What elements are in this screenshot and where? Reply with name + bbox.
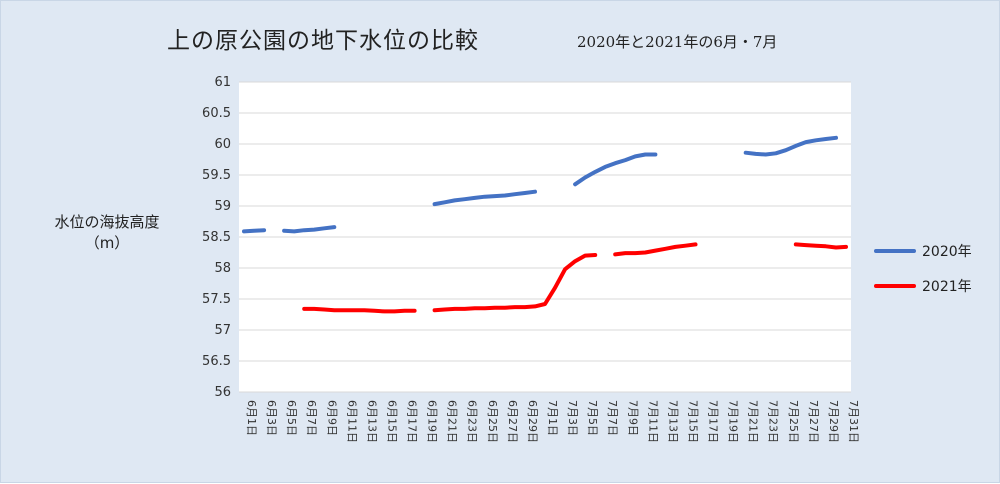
y-axis-label: 水位の海抜高度 （m）	[29, 212, 185, 254]
x-tick-label: 7月27日	[807, 400, 820, 443]
y-tick-label: 58.5	[202, 230, 231, 245]
legend-entry-2020: 2020年	[874, 241, 972, 261]
series-line-0-2	[432, 189, 537, 207]
x-tick-label: 6月7日	[305, 400, 318, 436]
x-tick-label: 6月21日	[446, 400, 459, 443]
series-line-1-2	[613, 242, 698, 257]
x-tick-label: 7月13日	[666, 400, 679, 443]
chart-subtitle: 2020年と2021年の6月・7月	[577, 33, 778, 51]
y-tick-label: 59	[214, 199, 231, 214]
y-axis-label-text: 水位の海抜高度	[54, 213, 160, 231]
x-tick-label: 7月5日	[586, 400, 599, 436]
x-tick-label: 7月17日	[707, 400, 720, 443]
series-line-0-4	[743, 135, 838, 157]
y-tick-label: 60.5	[202, 106, 231, 121]
x-tick-label: 7月1日	[546, 400, 559, 436]
legend-entry-2021: 2021年	[874, 276, 972, 296]
y-tick-label: 56	[214, 385, 231, 400]
y-tick-label: 56.5	[202, 354, 231, 369]
series-line-1-1	[432, 253, 598, 313]
y-tick-label: 57	[214, 323, 231, 338]
y-tick-label: 57.5	[202, 292, 231, 307]
x-tick-label: 6月13日	[365, 400, 378, 443]
series-line-1-0	[302, 306, 417, 314]
x-tick-label: 6月27日	[506, 400, 519, 443]
x-tick-label: 7月3日	[566, 400, 579, 436]
x-tick-label: 7月19日	[727, 400, 740, 443]
x-tick-label: 6月5日	[285, 400, 298, 436]
x-tick-label: 7月15日	[686, 400, 699, 443]
x-tick-label: 6月3日	[265, 400, 278, 436]
x-tick-label: 7月11日	[646, 400, 659, 443]
y-tick-label: 59.5	[202, 168, 231, 183]
x-tick-label: 7月23日	[767, 400, 780, 443]
x-tick-label: 7月9日	[626, 400, 639, 436]
x-tick-label: 6月19日	[426, 400, 439, 443]
x-tick-label: 6月17日	[406, 400, 419, 443]
x-tick-label: 7月21日	[747, 400, 760, 443]
x-tick-label: 6月23日	[466, 400, 479, 443]
x-tick-label: 6月9日	[325, 400, 338, 436]
x-tick-label: 7月29日	[827, 400, 840, 443]
x-tick-label: 6月1日	[245, 400, 258, 436]
y-axis-label-unit: （m）	[84, 234, 130, 252]
legend-label-2021: 2021年	[922, 279, 972, 295]
series-line-0-1	[282, 225, 337, 234]
series-line-0-3	[573, 152, 658, 187]
legend-swatch-2020	[874, 249, 916, 253]
x-tick-label: 7月31日	[847, 400, 860, 443]
x-tick-label: 6月29日	[526, 400, 539, 443]
series-line-1-3	[793, 242, 848, 250]
x-tick-label: 7月7日	[606, 400, 619, 436]
x-tick-label: 6月15日	[385, 400, 398, 443]
chart-title: 上の原公園の地下水位の比較	[167, 28, 479, 54]
y-tick-label: 60	[214, 137, 231, 152]
y-tick-label: 61	[214, 75, 231, 90]
legend-swatch-2021	[874, 284, 916, 288]
series-line-0-0	[242, 228, 267, 234]
y-tick-label: 58	[214, 261, 231, 276]
legend-label-2020: 2020年	[922, 244, 972, 260]
x-tick-label: 6月11日	[345, 400, 358, 443]
x-tick-label: 6月25日	[486, 400, 499, 443]
x-tick-label: 7月25日	[787, 400, 800, 443]
